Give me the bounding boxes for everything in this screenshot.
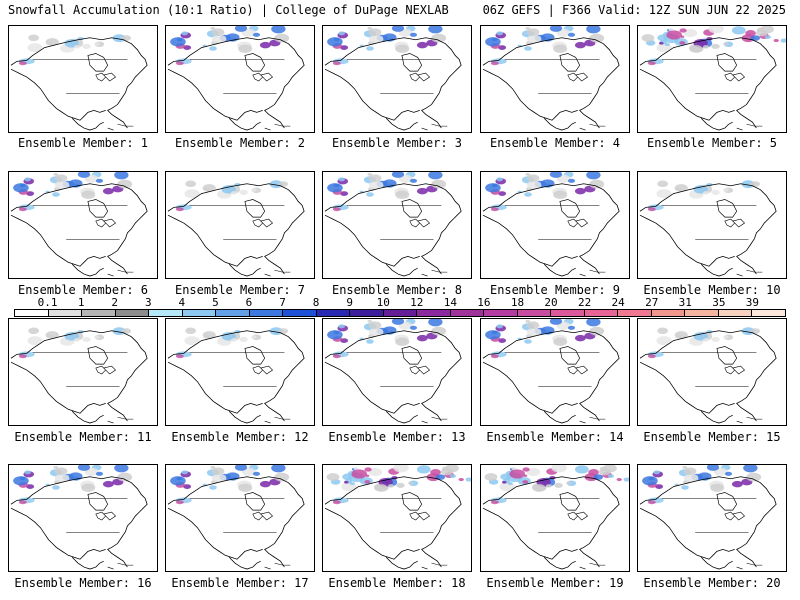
colorbar-label: 0.1	[37, 296, 58, 309]
colorbar-segment	[216, 310, 250, 316]
colorbar-segment	[249, 310, 284, 316]
ensemble-caption: Ensemble Member: 8	[331, 283, 463, 297]
colorbar-segment	[15, 310, 49, 316]
ensemble-caption: Ensemble Member: 5	[646, 136, 778, 150]
ensemble-map-12	[165, 318, 315, 426]
colorbar-segment	[517, 310, 552, 316]
ensemble-map-16	[8, 464, 158, 572]
colorbar-segment	[316, 310, 351, 316]
ensemble-map-20	[637, 464, 787, 572]
ensemble-map-13	[322, 318, 472, 426]
colorbar-segment	[48, 310, 83, 316]
colorbar-label: 4	[178, 296, 186, 309]
colorbar-label: 2	[111, 296, 118, 309]
colorbar-label: 24	[611, 296, 625, 309]
colorbar-segment	[450, 310, 485, 316]
colorbar-label: 14	[443, 296, 457, 309]
colorbar	[14, 309, 786, 317]
title-left: Snowfall Accumulation (10:1 Ratio) | Col…	[8, 3, 449, 17]
colorbar-label: 10	[376, 296, 390, 309]
colorbar-segment	[115, 310, 150, 316]
ensemble-caption: Ensemble Member: 17	[171, 576, 309, 590]
colorbar-segment	[484, 310, 518, 316]
ensemble-map-14	[480, 318, 630, 426]
ensemble-caption: Ensemble Member: 16	[14, 576, 152, 590]
colorbar-label: 12	[410, 296, 424, 309]
title-right: 06Z GEFS | F366 Valid: 12Z SUN JUN 22 20…	[482, 3, 786, 17]
colorbar-label: 1	[77, 296, 85, 309]
ensemble-caption: Ensemble Member: 20	[643, 576, 781, 590]
ensemble-map-19	[480, 464, 630, 572]
ensemble-caption: Ensemble Member: 18	[328, 576, 466, 590]
colorbar-label: 6	[245, 296, 253, 309]
colorbar-label: 31	[678, 296, 692, 309]
ensemble-caption: Ensemble Member: 14	[486, 430, 624, 444]
colorbar-segment	[350, 310, 384, 316]
ensemble-caption: Ensemble Member: 11	[14, 430, 152, 444]
colorbar-label: 8	[312, 296, 320, 309]
ensemble-caption: Ensemble Member: 13	[328, 430, 466, 444]
ensemble-map-3	[322, 25, 472, 133]
colorbar-label: 35	[712, 296, 726, 309]
colorbar-segment	[383, 310, 418, 316]
ensemble-caption: Ensemble Member: 12	[171, 430, 309, 444]
colorbar-segment	[618, 310, 652, 316]
ensemble-caption: Ensemble Member: 7	[174, 283, 306, 297]
colorbar-segment	[283, 310, 317, 316]
ensemble-caption: Ensemble Member: 15	[643, 430, 781, 444]
colorbar-label: 20	[544, 296, 558, 309]
colorbar-segment	[718, 310, 753, 316]
ensemble-map-7	[165, 171, 315, 279]
colorbar-label: 5	[212, 296, 219, 309]
colorbar-segment	[182, 310, 217, 316]
ensemble-map-1	[8, 25, 158, 133]
colorbar-label: 39	[745, 296, 760, 309]
ensemble-caption: Ensemble Member: 2	[174, 136, 306, 150]
colorbar-segment	[685, 310, 719, 316]
colorbar-label: 3	[144, 296, 152, 309]
colorbar-segment	[149, 310, 183, 316]
ensemble-caption: Ensemble Member: 1	[17, 136, 149, 150]
colorbar-segment	[752, 310, 785, 316]
ensemble-map-11	[8, 318, 158, 426]
colorbar-label: 9	[346, 296, 353, 309]
colorbar-label: 27	[645, 296, 659, 309]
ensemble-map-9	[480, 171, 630, 279]
ensemble-caption: Ensemble Member: 9	[489, 283, 621, 297]
ensemble-map-17	[165, 464, 315, 572]
ensemble-map-8	[322, 171, 472, 279]
colorbar-segment	[551, 310, 585, 316]
colorbar-label: 7	[279, 296, 286, 309]
colorbar-label: 18	[510, 296, 525, 309]
colorbar-segment	[82, 310, 116, 316]
colorbar-segment	[651, 310, 686, 316]
colorbar-label: 16	[477, 296, 491, 309]
ensemble-map-5	[637, 25, 787, 133]
colorbar-label: 22	[577, 296, 592, 309]
ensemble-caption: Ensemble Member: 6	[17, 283, 149, 297]
ensemble-map-2	[165, 25, 315, 133]
ensemble-caption: Ensemble Member: 10	[643, 283, 781, 297]
ensemble-caption: Ensemble Member: 19	[486, 576, 624, 590]
ensemble-map-4	[480, 25, 630, 133]
ensemble-map-6	[8, 171, 158, 279]
colorbar-segment	[584, 310, 619, 316]
colorbar-segment	[417, 310, 451, 316]
ensemble-map-18	[322, 464, 472, 572]
ensemble-map-15	[637, 318, 787, 426]
ensemble-map-10	[637, 171, 787, 279]
ensemble-caption: Ensemble Member: 4	[489, 136, 621, 150]
ensemble-caption: Ensemble Member: 3	[331, 136, 463, 150]
